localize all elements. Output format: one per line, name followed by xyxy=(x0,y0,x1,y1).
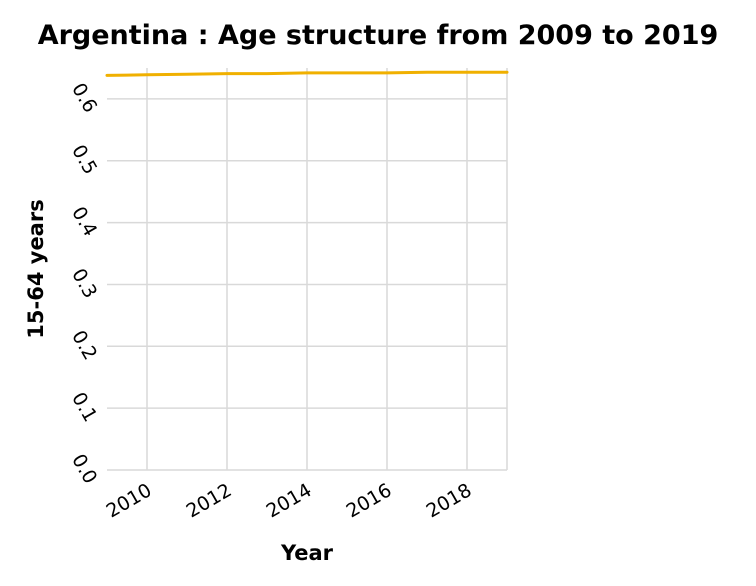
x-axis-label: Year xyxy=(280,541,334,565)
y-gridlines xyxy=(107,98,507,471)
y-tick-label: 0.2 xyxy=(67,327,101,364)
y-tick-label: 0.3 xyxy=(67,265,101,302)
x-tick-label: 2016 xyxy=(343,479,396,522)
x-tick-label: 2012 xyxy=(183,479,236,522)
y-tick-label: 0.6 xyxy=(67,79,101,116)
x-tick-label: 2010 xyxy=(103,479,156,522)
y-tick-label: 0.4 xyxy=(67,203,101,240)
x-gridlines xyxy=(146,68,508,470)
x-tick-label: 2014 xyxy=(263,479,316,522)
y-tick-label: 0.0 xyxy=(67,450,101,487)
x-tick-label: 2018 xyxy=(423,479,476,522)
series-layer xyxy=(105,70,509,77)
y-axis-label: 15-64 years xyxy=(24,199,48,338)
series-line xyxy=(105,70,509,77)
y-tick-label: 0.1 xyxy=(67,389,101,426)
x-tick-labels: 2010 2012 2014 2016 2018 xyxy=(103,479,476,522)
y-tick-labels: 0.0 0.1 0.2 0.3 0.4 0.5 0.6 xyxy=(67,79,101,487)
y-tick-label: 0.5 xyxy=(67,141,101,178)
chart-title: Argentina : Age structure from 2009 to 2… xyxy=(38,20,719,51)
